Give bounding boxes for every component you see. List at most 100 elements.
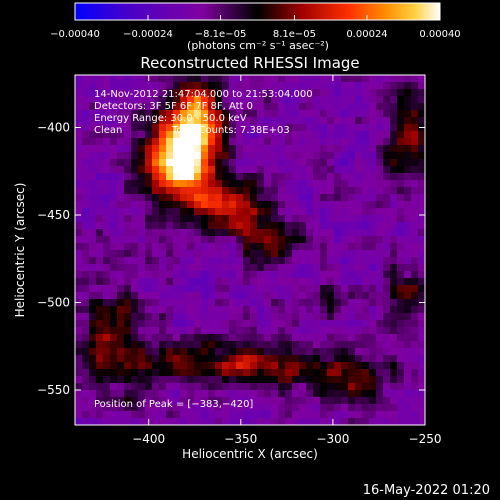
heatmap-cell bbox=[159, 285, 167, 293]
heatmap-cell bbox=[208, 145, 216, 153]
heatmap-cell bbox=[75, 271, 83, 279]
heatmap-cell bbox=[159, 376, 167, 384]
heatmap-cell bbox=[131, 285, 139, 293]
heatmap-cell bbox=[299, 117, 307, 125]
heatmap-cell bbox=[89, 292, 97, 300]
heatmap-cell bbox=[131, 278, 139, 286]
heatmap-cell bbox=[166, 285, 174, 293]
heatmap-cell bbox=[131, 229, 139, 237]
heatmap-cell bbox=[376, 159, 384, 167]
heatmap-cell bbox=[229, 341, 237, 349]
heatmap-cell bbox=[390, 159, 398, 167]
heatmap-cell bbox=[152, 96, 160, 104]
heatmap-cell bbox=[82, 243, 90, 251]
heatmap-cell bbox=[180, 418, 188, 426]
heatmap-cell bbox=[215, 369, 223, 377]
heatmap-cell bbox=[334, 313, 342, 321]
heatmap-cell bbox=[187, 201, 195, 209]
heatmap-cell bbox=[180, 236, 188, 244]
heatmap-cell bbox=[320, 201, 328, 209]
heatmap-cell bbox=[166, 236, 174, 244]
heatmap-cell bbox=[355, 418, 363, 426]
heatmap-cell bbox=[222, 313, 230, 321]
heatmap-cell bbox=[334, 194, 342, 202]
heatmap-cell bbox=[362, 369, 370, 377]
heatmap-cell bbox=[124, 404, 132, 412]
heatmap-cell bbox=[243, 299, 251, 307]
heatmap-cell bbox=[341, 355, 349, 363]
heatmap-cell bbox=[208, 180, 216, 188]
heatmap-cell bbox=[117, 243, 125, 251]
heatmap-cell bbox=[243, 348, 251, 356]
heatmap-cell bbox=[418, 117, 426, 125]
heatmap-cell bbox=[243, 215, 251, 223]
heatmap-cell bbox=[82, 411, 90, 419]
heatmap-cell bbox=[215, 96, 223, 104]
heatmap-cell bbox=[348, 131, 356, 139]
heatmap-cell bbox=[131, 124, 139, 132]
heatmap-cell bbox=[271, 264, 279, 272]
heatmap-cell bbox=[187, 152, 195, 160]
heatmap-cell bbox=[89, 222, 97, 230]
heatmap-cell bbox=[292, 397, 300, 405]
heatmap-cell bbox=[341, 285, 349, 293]
heatmap-cell bbox=[278, 187, 286, 195]
heatmap-cell bbox=[250, 348, 258, 356]
heatmap-cell bbox=[250, 173, 258, 181]
heatmap-cell bbox=[306, 250, 314, 258]
heatmap-cell bbox=[292, 355, 300, 363]
heatmap-cell bbox=[131, 313, 139, 321]
heatmap-cell bbox=[278, 89, 286, 97]
heatmap-cell bbox=[131, 159, 139, 167]
heatmap-cell bbox=[383, 250, 391, 258]
heatmap-cell bbox=[376, 201, 384, 209]
heatmap-cell bbox=[110, 208, 118, 216]
heatmap-cell bbox=[369, 376, 377, 384]
heatmap-cell bbox=[222, 110, 230, 118]
heatmap-cell bbox=[320, 215, 328, 223]
heatmap-cell bbox=[222, 201, 230, 209]
heatmap-cell bbox=[145, 264, 153, 272]
heatmap-cell bbox=[362, 89, 370, 97]
heatmap-cell bbox=[369, 264, 377, 272]
heatmap-cell bbox=[404, 362, 412, 370]
heatmap-cell bbox=[327, 215, 335, 223]
heatmap-cell bbox=[341, 215, 349, 223]
heatmap-cell bbox=[166, 320, 174, 328]
heatmap-cell bbox=[341, 404, 349, 412]
heatmap-cell bbox=[138, 89, 146, 97]
heatmap-cell bbox=[96, 103, 104, 111]
heatmap-cell bbox=[418, 250, 426, 258]
heatmap-cell bbox=[110, 166, 118, 174]
heatmap-cell bbox=[250, 299, 258, 307]
heatmap-cell bbox=[306, 159, 314, 167]
heatmap-cell bbox=[404, 369, 412, 377]
heatmap-cell bbox=[117, 222, 125, 230]
heatmap-cell bbox=[208, 131, 216, 139]
heatmap-cell bbox=[208, 264, 216, 272]
heatmap-cell bbox=[250, 215, 258, 223]
heatmap-cell bbox=[166, 271, 174, 279]
heatmap-cell bbox=[117, 250, 125, 258]
heatmap-cell bbox=[75, 75, 83, 83]
heatmap-cell bbox=[159, 222, 167, 230]
heatmap-cell bbox=[208, 355, 216, 363]
heatmap-cell bbox=[180, 75, 188, 83]
heatmap-cell bbox=[390, 355, 398, 363]
heatmap-cell bbox=[320, 418, 328, 426]
heatmap-cell bbox=[138, 418, 146, 426]
heatmap-cell bbox=[327, 250, 335, 258]
heatmap-cell bbox=[82, 418, 90, 426]
heatmap-cell bbox=[341, 194, 349, 202]
heatmap-cell bbox=[152, 299, 160, 307]
heatmap-cell bbox=[299, 103, 307, 111]
heatmap-cell bbox=[250, 82, 258, 90]
heatmap-cell bbox=[397, 180, 405, 188]
heatmap-cell bbox=[285, 103, 293, 111]
heatmap-cell bbox=[299, 320, 307, 328]
heatmap-cell bbox=[271, 229, 279, 237]
heatmap-cell bbox=[82, 138, 90, 146]
heatmap-cell bbox=[215, 222, 223, 230]
heatmap-cell bbox=[383, 376, 391, 384]
heatmap-cell bbox=[159, 320, 167, 328]
